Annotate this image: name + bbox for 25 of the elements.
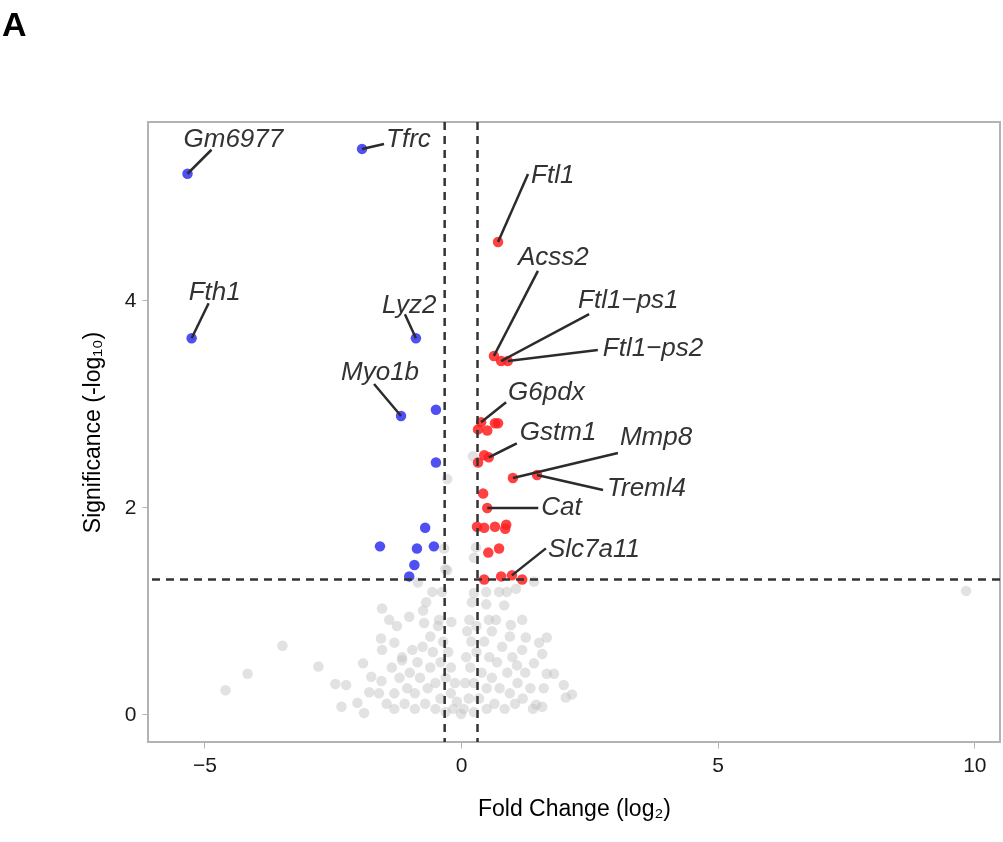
annotation: Slc7a11 <box>547 533 640 564</box>
x-tick-label: −5 <box>192 752 217 776</box>
annotation: Gm6977 <box>183 122 285 153</box>
annotation: Myo1b <box>341 355 420 386</box>
annotation: Ftl1−ps2 <box>602 332 704 363</box>
annotation: Fth1 <box>188 276 241 307</box>
annotation: G6pdx <box>508 376 586 407</box>
x-tick-label: 0 <box>455 752 468 776</box>
y-tick-label: 2 <box>124 494 137 518</box>
x-tick-label: 5 <box>712 752 725 776</box>
annotation: Acss2 <box>515 240 590 271</box>
x-tick-label: 10 <box>963 752 987 776</box>
y-tick-label: 0 <box>124 701 137 725</box>
annotation: Mmp8 <box>619 421 693 452</box>
annotation: Tfrc <box>386 122 431 153</box>
annotation: Ftl1−ps1 <box>578 284 679 315</box>
annotation: Ftl1 <box>531 159 575 190</box>
annotation: Gstm1 <box>519 416 597 447</box>
x-axis-title: Fold Change (log₂) <box>477 794 672 821</box>
annotation: Lyz2 <box>381 289 437 320</box>
y-tick-label: 4 <box>124 287 137 311</box>
annotation: Treml4 <box>607 471 687 502</box>
annotation: Cat <box>541 491 584 522</box>
chart-title: A <box>2 4 27 43</box>
y-axis-title: Significance (-log₁₀) <box>78 331 105 534</box>
